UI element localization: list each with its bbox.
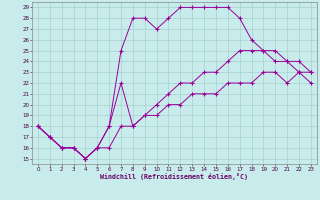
X-axis label: Windchill (Refroidissement éolien,°C): Windchill (Refroidissement éolien,°C): [100, 173, 248, 180]
